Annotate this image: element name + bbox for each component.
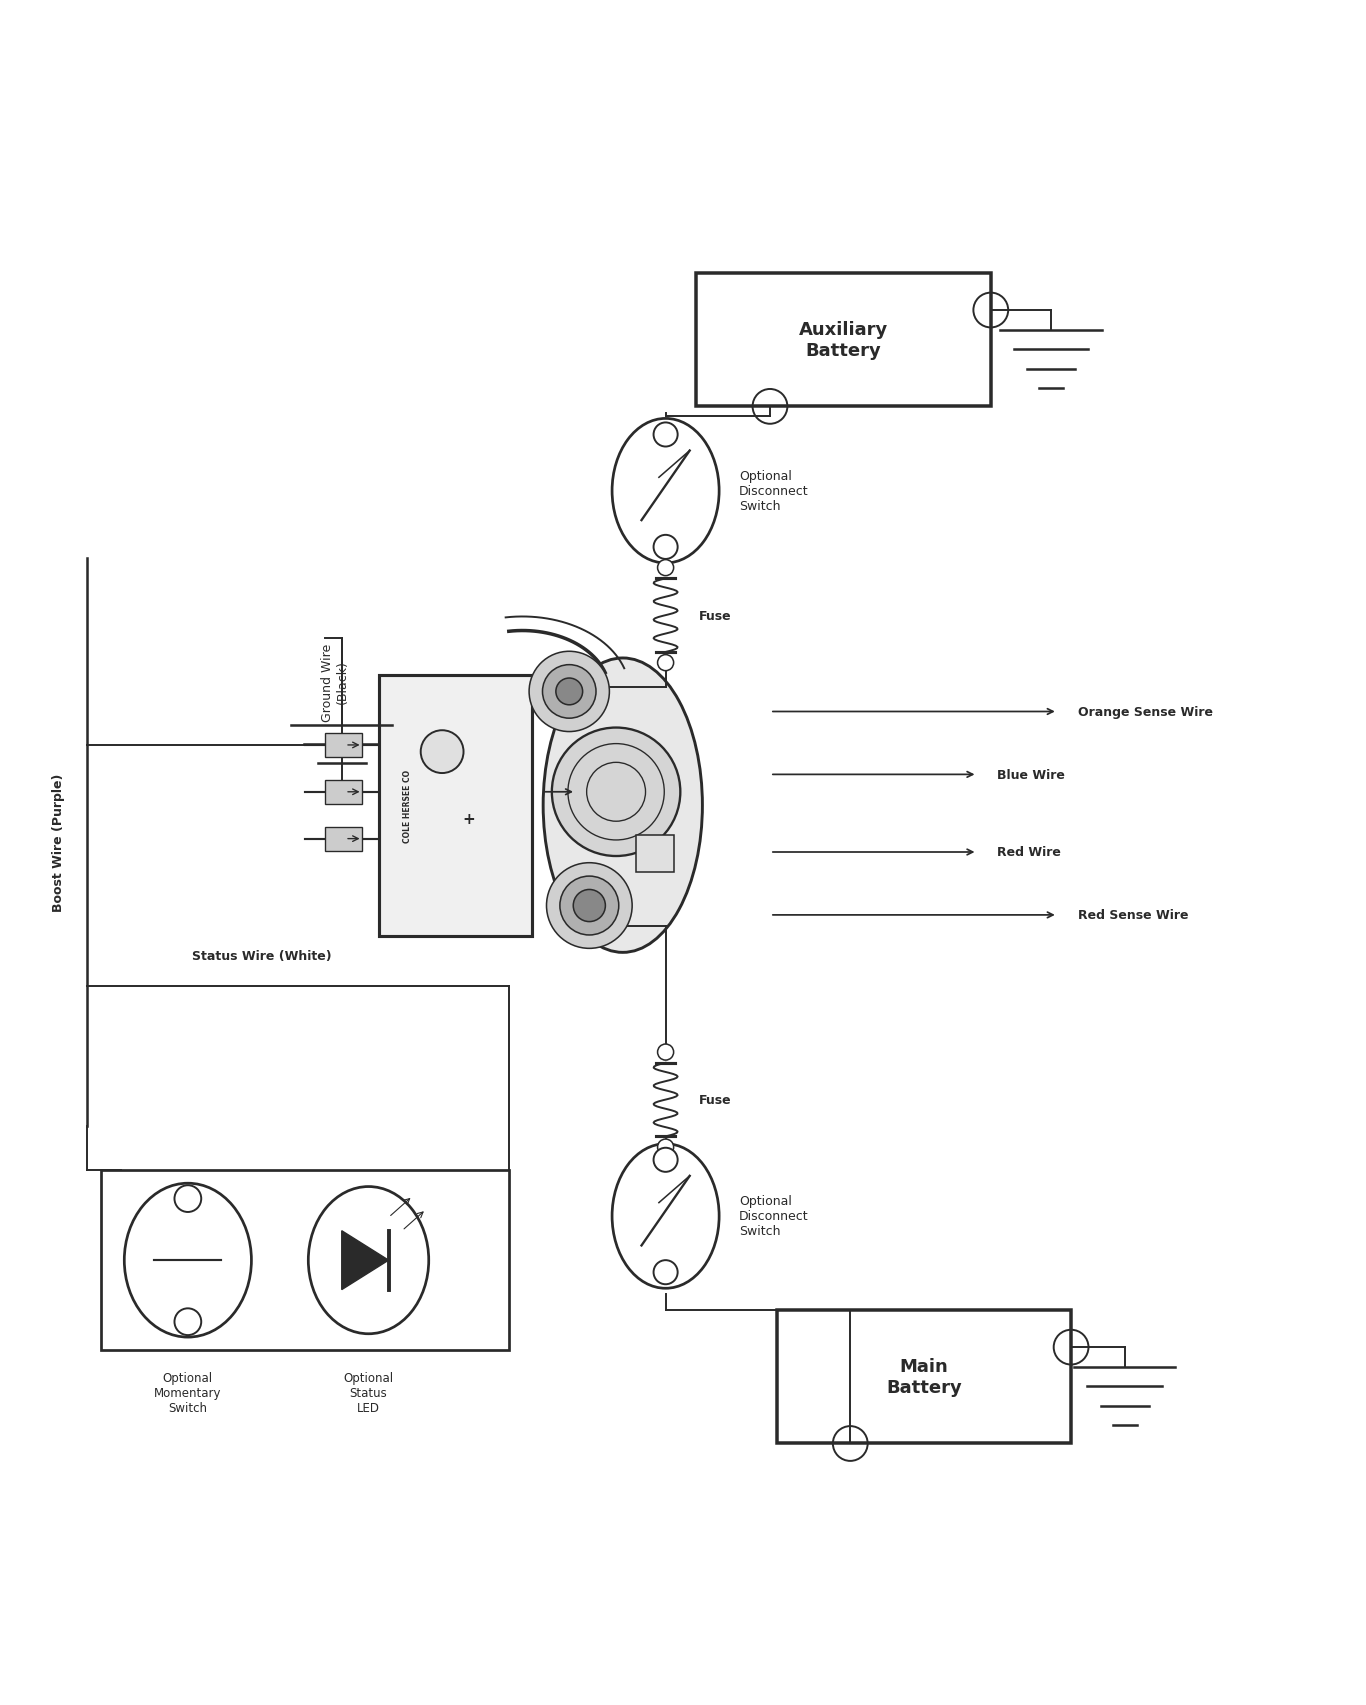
- Text: Red Sense Wire: Red Sense Wire: [1078, 909, 1188, 922]
- Text: Auxiliary
Battery: Auxiliary Battery: [799, 321, 888, 360]
- Bar: [378, 675, 533, 936]
- Circle shape: [529, 651, 609, 731]
- Circle shape: [421, 731, 463, 774]
- Circle shape: [657, 655, 673, 672]
- Text: Blue Wire: Blue Wire: [997, 769, 1065, 781]
- Text: Optional
Status
LED: Optional Status LED: [343, 1371, 393, 1413]
- Polygon shape: [342, 1231, 388, 1291]
- Bar: [101, 1170, 510, 1350]
- Text: Optional
Disconnect
Switch: Optional Disconnect Switch: [739, 471, 809, 513]
- Circle shape: [657, 1045, 673, 1061]
- Circle shape: [546, 863, 632, 948]
- Text: Fuse: Fuse: [699, 1093, 732, 1107]
- Circle shape: [556, 679, 583, 706]
- Text: Ground Wire
(Black): Ground Wire (Black): [321, 643, 350, 721]
- Text: Red Wire: Red Wire: [997, 846, 1061, 859]
- Circle shape: [574, 890, 605, 922]
- Text: Fuse: Fuse: [699, 609, 732, 622]
- Circle shape: [542, 665, 596, 720]
- Circle shape: [653, 1147, 678, 1171]
- Ellipse shape: [124, 1183, 251, 1337]
- Bar: [325, 781, 362, 805]
- Text: +: +: [463, 812, 475, 827]
- Circle shape: [653, 1260, 678, 1284]
- Circle shape: [560, 876, 619, 936]
- Circle shape: [552, 728, 680, 856]
- Text: Boost Wire (Purple): Boost Wire (Purple): [52, 774, 64, 912]
- Bar: [777, 1309, 1071, 1444]
- Text: Optional
Disconnect
Switch: Optional Disconnect Switch: [739, 1195, 809, 1238]
- Ellipse shape: [309, 1187, 429, 1333]
- Bar: [637, 835, 673, 873]
- Circle shape: [175, 1185, 201, 1212]
- Text: Main
Battery: Main Battery: [887, 1357, 962, 1396]
- Circle shape: [653, 423, 678, 447]
- Bar: [325, 827, 362, 851]
- Ellipse shape: [612, 419, 719, 564]
- Circle shape: [657, 561, 673, 576]
- Bar: [325, 733, 362, 757]
- Text: Orange Sense Wire: Orange Sense Wire: [1078, 706, 1213, 718]
- Bar: [697, 273, 990, 407]
- Circle shape: [657, 1139, 673, 1156]
- Ellipse shape: [612, 1144, 719, 1289]
- Text: COLE HERSEE CO: COLE HERSEE CO: [403, 769, 413, 842]
- Ellipse shape: [544, 658, 702, 953]
- Circle shape: [175, 1308, 201, 1335]
- Text: Status Wire (White): Status Wire (White): [191, 950, 332, 962]
- Circle shape: [653, 535, 678, 559]
- Text: Optional
Momentary
Switch: Optional Momentary Switch: [154, 1371, 221, 1413]
